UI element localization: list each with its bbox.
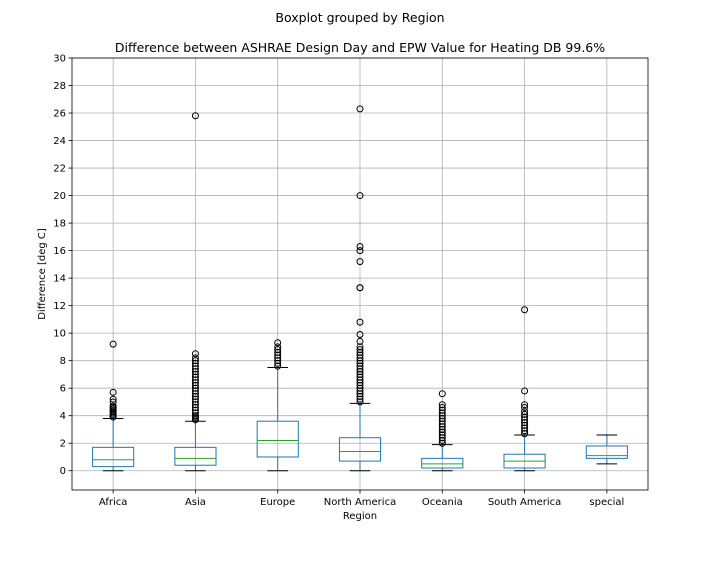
outlier-point xyxy=(356,247,364,255)
box-group xyxy=(503,306,546,472)
y-tick-label: 0 xyxy=(60,466,66,477)
chart-title: Difference between ASHRAE Design Day and… xyxy=(115,40,605,55)
x-tick-label: Europe xyxy=(260,497,295,508)
iqr-box xyxy=(92,446,135,468)
outlier-point xyxy=(109,398,117,406)
y-tick-label: 10 xyxy=(53,329,66,340)
y-tick-label: 6 xyxy=(60,384,66,395)
box-group xyxy=(174,112,217,472)
y-tick-label: 12 xyxy=(53,301,66,312)
y-tick-label: 8 xyxy=(60,356,66,367)
y-tick-label: 16 xyxy=(53,246,66,257)
x-tick-label: North America xyxy=(324,497,396,508)
iqr-box xyxy=(421,457,464,469)
y-tick-label: 30 xyxy=(53,54,66,65)
y-tick-label: 22 xyxy=(53,164,66,175)
outlier-point xyxy=(438,401,446,409)
outlier-point xyxy=(438,403,446,411)
y-tick-label: 2 xyxy=(60,439,66,450)
box-group xyxy=(338,105,382,472)
x-tick-label: Africa xyxy=(99,497,128,508)
outlier-point xyxy=(356,331,364,339)
outlier-point xyxy=(356,242,364,250)
chart-suptitle: Boxplot grouped by Region xyxy=(275,10,444,25)
box-group xyxy=(421,390,464,472)
box-group xyxy=(92,340,135,472)
outlier-point xyxy=(438,390,446,398)
grid-layer xyxy=(72,57,648,490)
iqr-box xyxy=(174,446,217,466)
y-tick-label: 28 xyxy=(53,81,66,92)
outlier-point xyxy=(521,401,529,409)
box-group xyxy=(585,434,628,465)
outlier-point xyxy=(109,340,117,348)
outlier-point xyxy=(356,105,364,113)
x-axis-label: Region xyxy=(343,511,377,522)
x-tick-label: Asia xyxy=(185,497,206,508)
outlier-point xyxy=(274,343,282,351)
outlier-point xyxy=(521,306,529,314)
y-tick-label: 4 xyxy=(60,411,66,422)
outlier-point xyxy=(109,402,117,410)
outlier-point xyxy=(521,387,529,395)
outlier-point xyxy=(109,395,117,403)
outlier-point xyxy=(191,357,199,365)
outlier-point xyxy=(274,346,282,354)
iqr-box xyxy=(585,445,628,459)
y-tick-label: 24 xyxy=(53,136,66,147)
outlier-point xyxy=(521,410,529,418)
y-tick-label: 26 xyxy=(53,109,66,120)
iqr-box xyxy=(256,420,299,458)
y-tick-label: 14 xyxy=(53,274,66,285)
outlier-point xyxy=(109,388,117,396)
outlier-point xyxy=(356,192,364,200)
iqr-box xyxy=(338,437,382,462)
outlier-point xyxy=(356,318,364,326)
outlier-point xyxy=(521,408,529,416)
outlier-point xyxy=(191,354,199,362)
outlier-point xyxy=(521,403,529,411)
outlier-point xyxy=(356,337,364,345)
x-tick-label: special xyxy=(589,497,624,508)
x-ticks: Africa Asia Europe North America Oceania Sout… xyxy=(99,490,624,508)
x-tick-label: Oceania xyxy=(422,497,463,508)
y-tick-label: 20 xyxy=(53,191,66,202)
outlier-point xyxy=(191,112,199,120)
boxes-layer xyxy=(92,105,628,472)
outlier-point xyxy=(356,284,364,292)
y-tick-label: 18 xyxy=(53,219,66,230)
box-group xyxy=(256,339,299,472)
outlier-point xyxy=(356,346,364,354)
outlier-point xyxy=(274,339,282,347)
x-tick-label: South America xyxy=(488,497,562,508)
y-axis-label: Difference [deg C] xyxy=(37,228,48,320)
outlier-point xyxy=(191,350,199,358)
outlier-point xyxy=(356,258,364,266)
